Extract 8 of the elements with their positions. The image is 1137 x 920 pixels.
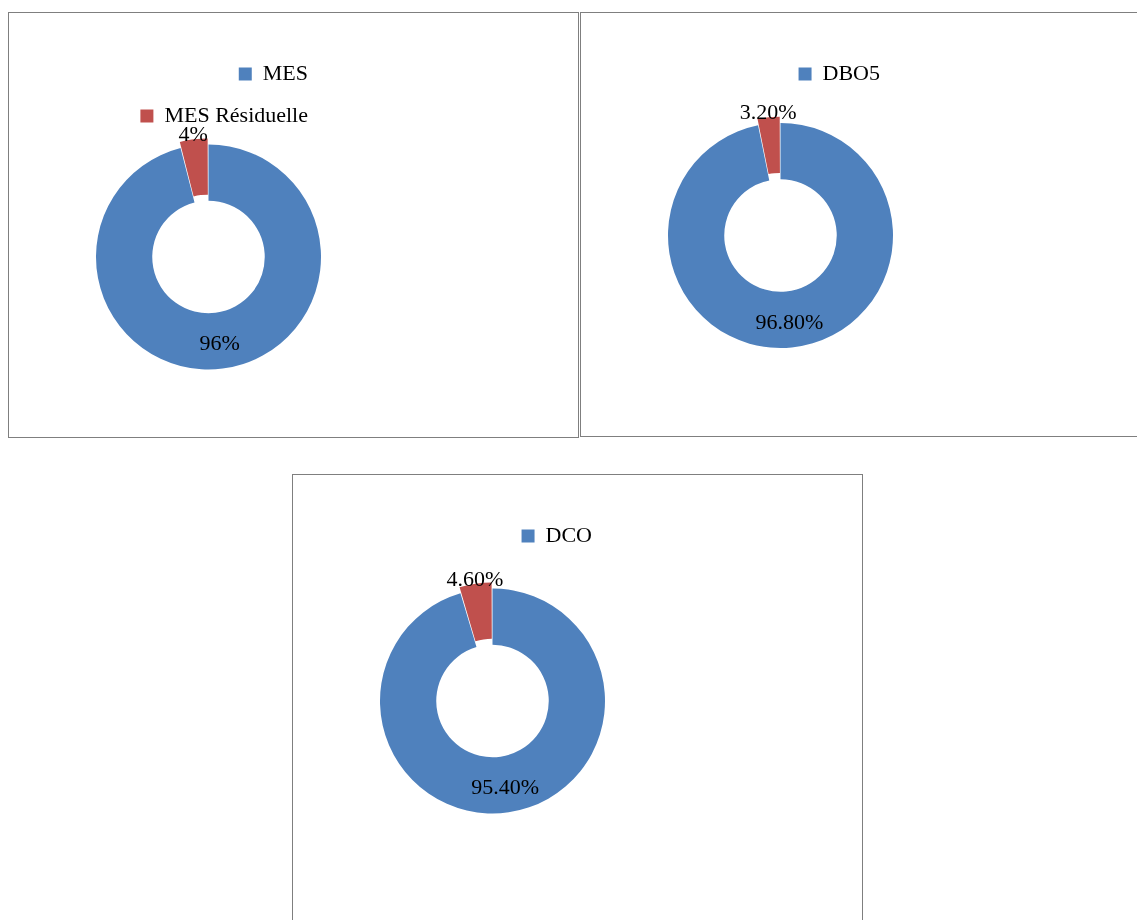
data-label: 3.20% [739, 99, 797, 125]
data-label: 96.80% [755, 309, 824, 335]
legend-label: MES [262, 59, 309, 85]
legend-label: DCO [545, 521, 592, 547]
legend-label: DBO5 [822, 59, 880, 85]
data-label: 95.40% [471, 774, 540, 800]
data-label: 96% [199, 330, 240, 356]
data-label: 4.60% [446, 565, 504, 591]
